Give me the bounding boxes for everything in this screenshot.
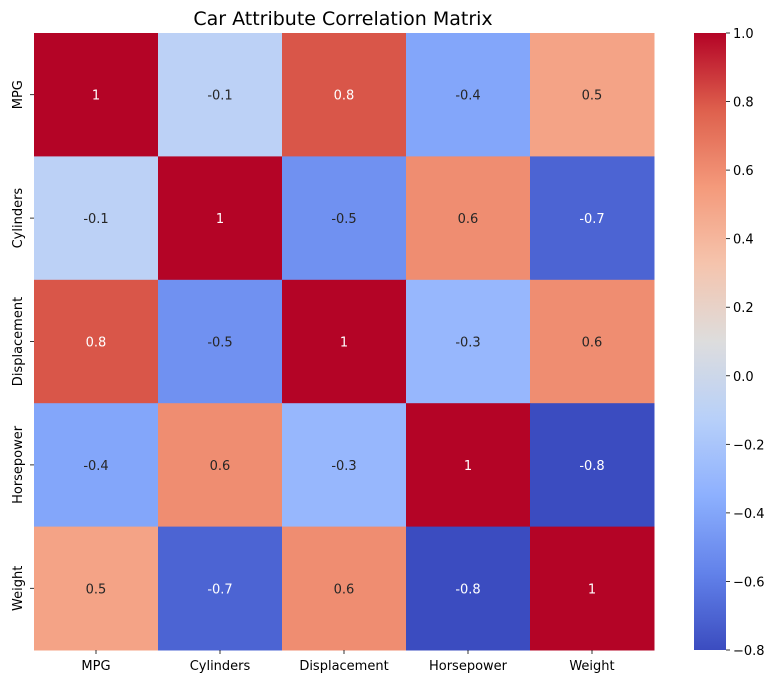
cell-value-label: -0.1 [207,89,232,104]
heatmap-cell [530,279,655,404]
heatmap-cell [406,156,531,281]
heatmap-cell [34,156,159,281]
cell-value-label: -0.8 [579,459,604,474]
heatmap-cell [282,279,407,404]
cell-value-label: 0.5 [582,89,603,104]
y-tick-label: MPG [11,80,26,109]
heatmap-cell [34,526,159,651]
heatmap-cell [282,403,407,528]
cell-value-label: 0.6 [582,336,603,351]
cell-value-label: -0.7 [579,212,604,227]
cell-value-label: -0.4 [455,89,480,104]
cell-value-label: -0.3 [455,336,480,351]
x-tick-label: Horsepower [429,659,508,674]
heatmap-cell [282,526,407,651]
heatmap-cell [282,156,407,281]
colorbar-ticks: −0.8 −0.6 −0.4 −0.2 0.0 0.2 0.4 0.6 0.8 1.0 [726,27,765,659]
cell-value-label: 0.5 [86,582,107,597]
heatmap-cell [406,526,531,651]
x-tick-label: Cylinders [190,659,251,674]
heatmap-cell [158,526,283,651]
cell-value-label: -0.8 [455,582,480,597]
y-tick-label: Weight [11,566,26,611]
heatmap-cell [282,33,407,157]
colorbar-tick-label: −0.4 [733,507,765,522]
y-axis-ticks: MPG Cylinders Displacement Horsepower Weight [11,80,34,611]
heatmap-cell [158,403,283,528]
y-tick-label: Horsepower [11,425,26,504]
cell-value-label: -0.5 [331,212,356,227]
heatmap-cell [530,526,655,651]
heatmap-cell [406,403,531,528]
heatmap-cell [158,279,283,404]
colorbar-tick-label: 0.8 [733,96,754,111]
colorbar-tick-label: −0.6 [733,575,765,590]
cell-value-label: -0.3 [331,459,356,474]
y-tick-label: Displacement [11,297,26,386]
heatmap-cell [34,403,159,528]
cell-value-label: 1 [216,212,224,227]
heatmap-cell [34,279,159,404]
colorbar-tick-label: 0.2 [733,301,754,316]
heatmap-cell [530,156,655,281]
cell-value-label: 1 [92,89,100,104]
x-axis-ticks: MPG Cylinders Displacement Horsepower Weight [81,650,615,674]
cell-value-label: 1 [588,582,596,597]
cell-value-label: 1 [340,336,348,351]
colorbar-tick-label: 1.0 [733,27,754,42]
y-tick-label: Cylinders [11,188,26,249]
chart-title: Car Attribute Correlation Matrix [193,8,492,30]
x-tick-label: Displacement [299,659,388,674]
cell-value-label: -0.1 [83,212,108,227]
cell-value-label: 0.6 [210,459,231,474]
cell-value-label: 1 [464,459,472,474]
x-tick-label: MPG [81,659,110,674]
cell-value-label: 0.8 [334,89,355,104]
colorbar-tick-label: 0.4 [733,233,754,248]
heatmap-cell [406,33,531,157]
colorbar-tick-label: 0.6 [733,164,754,179]
cell-value-label: 0.8 [86,336,107,351]
colorbar-tick-label: 0.0 [733,370,754,385]
heatmap-cell [158,156,283,281]
cell-value-label: -0.5 [207,336,232,351]
cell-value-label: -0.4 [83,459,108,474]
colorbar-tick-label: −0.2 [733,438,765,453]
heatmap-cell-labels: 1 -0.1 0.8 -0.4 0.5 -0.1 1 -0.5 0.6 -0.7 0.8 -0.5 1 -… [83,89,604,598]
heatmap-cell [530,403,655,528]
heatmap-cell [34,33,159,157]
heatmap-cell [530,33,655,157]
cell-value-label: 0.6 [334,582,355,597]
colorbar [694,33,726,650]
cell-value-label: 0.6 [458,212,479,227]
heatmap-cell [406,279,531,404]
cell-value-label: -0.7 [207,582,232,597]
heatmap-cell [158,33,283,157]
heatmap-cells [34,33,655,651]
x-tick-label: Weight [569,659,614,674]
colorbar-tick-label: −0.8 [733,644,765,659]
